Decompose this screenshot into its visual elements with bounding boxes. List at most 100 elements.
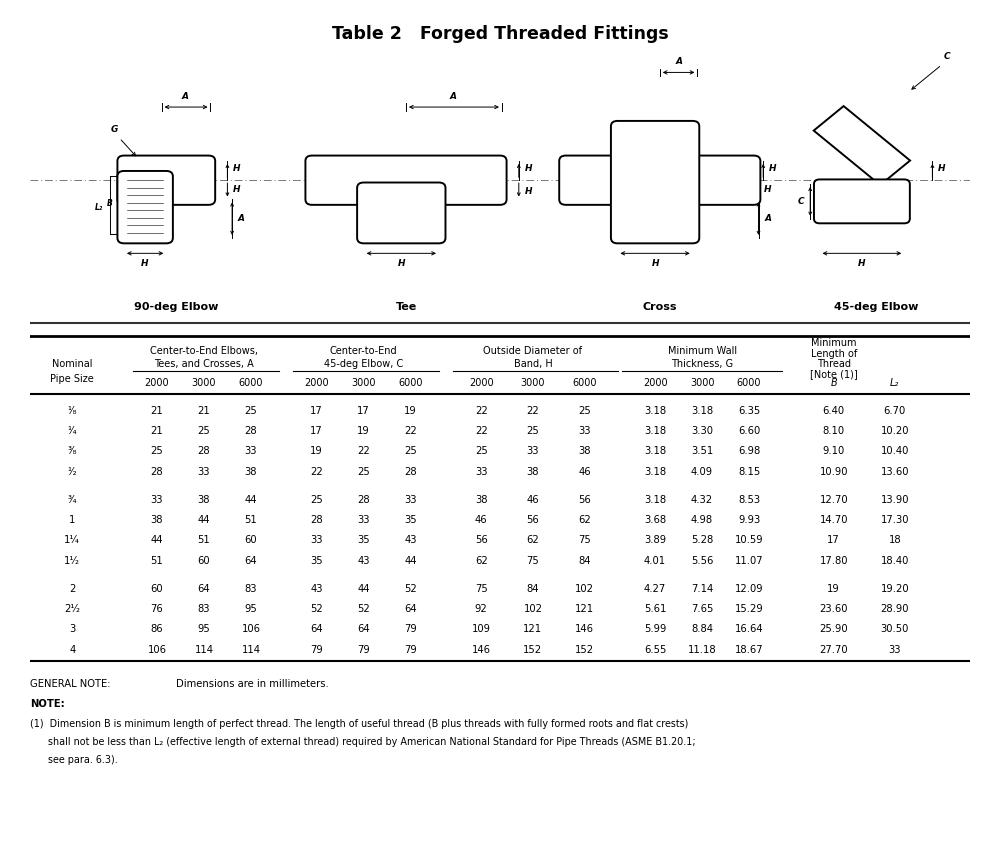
Text: 28: 28 [198,446,210,456]
Text: 5.56: 5.56 [691,555,713,566]
Text: 8.84: 8.84 [691,624,713,634]
Text: Dimensions are in millimeters.: Dimensions are in millimeters. [176,678,328,689]
Text: 33: 33 [310,535,323,545]
Text: Band, H: Band, H [514,359,552,369]
Text: 3.30: 3.30 [691,426,713,436]
Text: 35: 35 [357,535,370,545]
Text: (1)  Dimension B is minimum length of perfect thread. The length of useful threa: (1) Dimension B is minimum length of per… [30,719,688,729]
Text: 33: 33 [404,494,417,505]
Text: 28: 28 [310,515,323,525]
Text: 83: 83 [198,604,210,614]
Text: NOTE:: NOTE: [30,699,65,709]
Text: 46: 46 [527,494,539,505]
Text: 19: 19 [404,405,417,416]
Text: 17.30: 17.30 [881,515,909,525]
Text: 22: 22 [310,466,323,477]
Text: 2000: 2000 [304,378,329,388]
Text: 4.01: 4.01 [644,555,666,566]
Text: 33: 33 [527,446,539,456]
Text: Center-to-End Elbows,: Center-to-End Elbows, [150,346,258,356]
Text: 51: 51 [198,535,210,545]
Text: 13.60: 13.60 [881,466,909,477]
Text: 8.53: 8.53 [738,494,760,505]
Text: 109: 109 [472,624,491,634]
Text: Thickness, G: Thickness, G [671,359,733,369]
Text: ¹⁄₄: ¹⁄₄ [67,426,77,436]
Text: Nominal: Nominal [52,359,93,369]
Text: 33: 33 [889,644,901,655]
Text: Outside Diameter of: Outside Diameter of [483,346,582,356]
Text: 15.29: 15.29 [735,604,763,614]
Text: 5.61: 5.61 [644,604,666,614]
FancyBboxPatch shape [611,121,699,243]
Text: L₂: L₂ [95,203,103,212]
Text: 25: 25 [357,466,370,477]
Text: GENERAL NOTE:: GENERAL NOTE: [30,678,110,689]
Text: 146: 146 [575,624,594,634]
Text: H: H [524,165,532,173]
Text: 5.99: 5.99 [644,624,666,634]
Text: 62: 62 [527,535,539,545]
Text: H: H [524,187,532,196]
Text: 22: 22 [475,405,488,416]
Text: 64: 64 [404,604,417,614]
Text: Tees, and Crosses, A: Tees, and Crosses, A [154,359,254,369]
Text: 13.90: 13.90 [881,494,909,505]
Text: 3.18: 3.18 [644,446,666,456]
Text: 9.10: 9.10 [823,446,845,456]
Text: Tee: Tee [395,302,417,312]
Text: 28: 28 [151,466,163,477]
Text: H: H [938,165,946,173]
Text: 18: 18 [888,535,901,545]
Text: 60: 60 [151,583,163,594]
Text: 30.50: 30.50 [881,624,909,634]
Text: 7.65: 7.65 [691,604,713,614]
Text: 17: 17 [310,426,323,436]
Text: 84: 84 [527,583,539,594]
Text: Pipe Size: Pipe Size [50,374,94,384]
Text: 4: 4 [69,644,75,655]
Text: 21: 21 [198,405,210,416]
Text: ³⁄₄: ³⁄₄ [67,494,77,505]
Text: 3.89: 3.89 [644,535,666,545]
Text: 90-deg Elbow: 90-deg Elbow [134,302,218,312]
Text: 6000: 6000 [398,378,423,388]
Text: 45-deg Elbow, C: 45-deg Elbow, C [324,359,403,369]
Text: 19: 19 [357,426,370,436]
Text: 1: 1 [69,515,75,525]
Text: 76: 76 [151,604,163,614]
Text: 2000: 2000 [643,378,667,388]
Text: B: B [830,378,837,388]
Text: 146: 146 [472,644,491,655]
Text: G: G [111,125,118,134]
Text: see para. 6.3).: see para. 6.3). [30,755,118,765]
Text: 33: 33 [475,466,487,477]
Text: 152: 152 [575,644,594,655]
Text: 23.60: 23.60 [819,604,848,614]
Text: 22: 22 [527,405,539,416]
Text: 11.18: 11.18 [688,644,716,655]
Text: 28.90: 28.90 [881,604,909,614]
FancyBboxPatch shape [117,155,215,205]
Text: 121: 121 [523,624,542,634]
Text: 64: 64 [245,555,257,566]
Text: shall not be less than L₂ (effective length of external thread) required by Amer: shall not be less than L₂ (effective len… [30,737,696,747]
Text: H: H [398,259,405,269]
Text: 52: 52 [357,604,370,614]
Text: 33: 33 [357,515,370,525]
Text: 4.09: 4.09 [691,466,713,477]
Text: 25: 25 [151,446,163,456]
Text: 106: 106 [241,624,260,634]
Text: 25: 25 [578,405,591,416]
Text: 28: 28 [245,426,257,436]
Text: 86: 86 [151,624,163,634]
Text: 52: 52 [310,604,323,614]
Text: A: A [238,215,245,223]
Text: 22: 22 [357,446,370,456]
Text: 10.20: 10.20 [881,426,909,436]
Text: 3.18: 3.18 [644,426,666,436]
Text: 25: 25 [527,426,539,436]
Text: 25: 25 [404,446,417,456]
Text: 62: 62 [578,515,591,525]
Text: 56: 56 [475,535,488,545]
